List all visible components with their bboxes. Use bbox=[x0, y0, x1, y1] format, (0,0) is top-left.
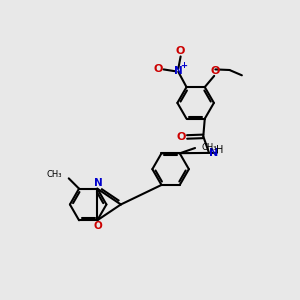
Text: O: O bbox=[211, 66, 220, 76]
Text: +: + bbox=[180, 61, 187, 70]
Text: O: O bbox=[176, 132, 186, 142]
Text: N: N bbox=[174, 66, 183, 76]
Text: N: N bbox=[209, 148, 218, 158]
Text: CH₃: CH₃ bbox=[202, 143, 217, 152]
Text: N: N bbox=[94, 178, 102, 188]
Text: H: H bbox=[215, 145, 223, 155]
Text: O: O bbox=[154, 64, 163, 74]
Text: O: O bbox=[94, 220, 102, 231]
Text: O: O bbox=[176, 46, 185, 56]
Text: CH₃: CH₃ bbox=[47, 170, 62, 179]
